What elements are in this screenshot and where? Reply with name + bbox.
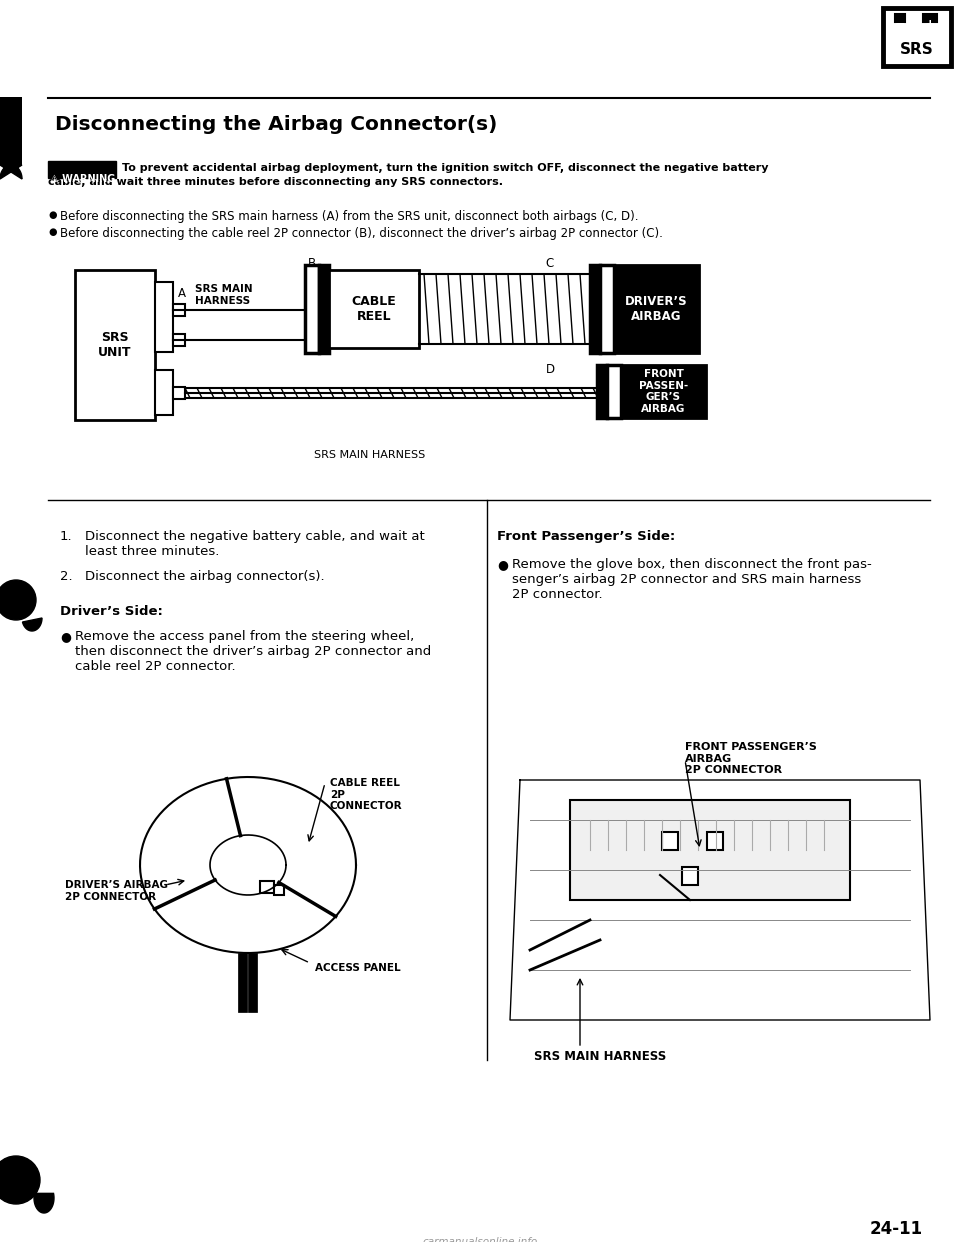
- Text: ●: ●: [48, 227, 57, 237]
- Text: CABLE
REEL: CABLE REEL: [351, 296, 396, 323]
- Bar: [621, 365, 706, 419]
- Text: carmanualsonline.info: carmanualsonline.info: [422, 1237, 538, 1242]
- Text: Driver’s Side:: Driver’s Side:: [60, 605, 163, 619]
- Text: 24-11: 24-11: [870, 1220, 924, 1238]
- Bar: [48, 161, 116, 178]
- Text: SRS MAIN
HARNESS: SRS MAIN HARNESS: [195, 284, 252, 306]
- Text: To prevent accidental airbag deployment, turn the ignition switch OFF, disconnec: To prevent accidental airbag deployment,…: [122, 163, 769, 173]
- Text: ●: ●: [497, 558, 508, 571]
- Text: SRS
UNIT: SRS UNIT: [98, 332, 132, 359]
- Bar: [883, 7, 951, 66]
- Text: DRIVER’S
AIRBAG: DRIVER’S AIRBAG: [625, 296, 687, 323]
- Text: ACCESS PANEL: ACCESS PANEL: [315, 963, 400, 972]
- Bar: [260, 881, 274, 893]
- Text: Remove the access panel from the steering wheel,
then disconnect the driver’s ai: Remove the access panel from the steerin…: [75, 630, 431, 673]
- Text: B: B: [308, 257, 316, 270]
- Polygon shape: [22, 619, 42, 631]
- Text: Remove the glove box, then disconnect the front pas-
senger’s airbag 2P connecto: Remove the glove box, then disconnect th…: [512, 558, 872, 601]
- Text: A: A: [178, 287, 186, 301]
- Text: +: +: [924, 17, 935, 31]
- Text: cable, and wait three minutes before disconnecting any SRS connectors.: cable, and wait three minutes before dis…: [48, 178, 503, 188]
- Text: Disconnect the negative battery cable, and wait at
least three minutes.: Disconnect the negative battery cable, a…: [85, 530, 424, 558]
- Text: Front Passenger’s Side:: Front Passenger’s Side:: [497, 530, 675, 543]
- Text: Disconnecting the Airbag Connector(s): Disconnecting the Airbag Connector(s): [55, 116, 497, 134]
- Polygon shape: [0, 165, 22, 179]
- Text: ⚠ WARNING: ⚠ WARNING: [50, 174, 115, 184]
- Bar: [923, 14, 937, 22]
- Text: 2.: 2.: [60, 570, 73, 582]
- Bar: [329, 270, 419, 348]
- Bar: [173, 334, 185, 347]
- Bar: [707, 832, 723, 850]
- Text: Before disconnecting the SRS main harness (A) from the SRS unit, disconnect both: Before disconnecting the SRS main harnes…: [60, 210, 638, 224]
- Text: D: D: [545, 363, 555, 376]
- Text: SRS MAIN HARNESS: SRS MAIN HARNESS: [534, 1049, 666, 1063]
- Polygon shape: [34, 1194, 54, 1213]
- Text: DRIVER’S AIRBAG
2P CONNECTOR: DRIVER’S AIRBAG 2P CONNECTOR: [65, 881, 168, 902]
- Text: SRS MAIN HARNESS: SRS MAIN HARNESS: [314, 450, 425, 460]
- Circle shape: [0, 580, 36, 620]
- Bar: [319, 265, 329, 353]
- Bar: [597, 365, 607, 419]
- Text: 1.: 1.: [60, 530, 73, 543]
- Bar: [155, 282, 173, 351]
- Text: Before disconnecting the cable reel 2P connector (B), disconnect the driver’s ai: Before disconnecting the cable reel 2P c…: [60, 227, 662, 240]
- Text: ●: ●: [60, 630, 71, 643]
- Bar: [155, 370, 173, 415]
- Text: −: −: [895, 17, 905, 31]
- Text: CABLE REEL
2P
CONNECTOR: CABLE REEL 2P CONNECTOR: [330, 777, 402, 811]
- Bar: [607, 365, 621, 419]
- Bar: [614, 265, 699, 353]
- Bar: [274, 886, 284, 895]
- Bar: [0, 97, 22, 165]
- Text: C: C: [546, 257, 554, 270]
- Bar: [173, 388, 185, 399]
- Text: FRONT PASSENGER’S
AIRBAG
2P CONNECTOR: FRONT PASSENGER’S AIRBAG 2P CONNECTOR: [685, 741, 817, 775]
- Circle shape: [0, 1156, 40, 1203]
- Text: SRS: SRS: [900, 42, 934, 57]
- Bar: [305, 265, 319, 353]
- Bar: [75, 270, 155, 420]
- Bar: [600, 265, 614, 353]
- Bar: [682, 867, 698, 886]
- Text: Disconnect the airbag connector(s).: Disconnect the airbag connector(s).: [85, 570, 324, 582]
- Bar: [173, 304, 185, 315]
- Text: FRONT
PASSEN-
GER’S
AIRBAG: FRONT PASSEN- GER’S AIRBAG: [638, 369, 688, 414]
- Bar: [662, 832, 678, 850]
- Bar: [590, 265, 600, 353]
- Text: ●: ●: [48, 210, 57, 220]
- Bar: [570, 800, 850, 900]
- Bar: [895, 14, 905, 22]
